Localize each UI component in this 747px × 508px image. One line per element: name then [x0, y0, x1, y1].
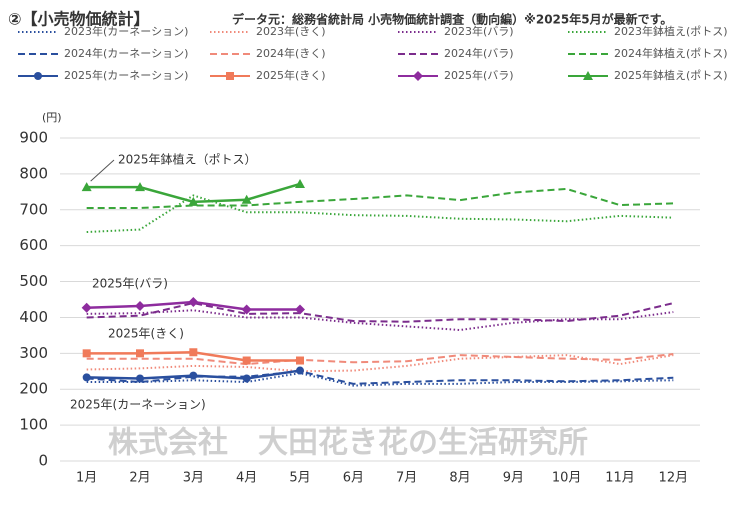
data-point — [189, 371, 198, 380]
data-point — [82, 349, 91, 358]
x-tick-label: 1月 — [76, 471, 97, 486]
data-point — [242, 374, 251, 383]
x-tick-label: 8月 — [449, 471, 470, 486]
chart-title: ②【小売物価統計】 — [8, 10, 150, 29]
legend-marker — [226, 72, 234, 80]
data-point — [82, 373, 91, 382]
y-tick-label: 0 — [38, 452, 48, 470]
x-tick-label: 2月 — [129, 471, 150, 486]
legend-label: 2024年鉢植え(ポトス) — [614, 46, 728, 60]
annotation: 2025年(カーネーション) — [70, 398, 206, 412]
data-point — [189, 348, 198, 357]
x-tick-label: 3月 — [183, 471, 204, 486]
y-tick-label: 100 — [19, 416, 48, 434]
x-tick-label: 4月 — [236, 471, 257, 486]
data-point — [296, 356, 304, 365]
legend-label: 2023年鉢植え(ポトス) — [614, 24, 728, 38]
legend-label: 2023年(カーネーション) — [64, 24, 188, 38]
y-tick-label: 300 — [19, 344, 48, 362]
data-point — [295, 304, 305, 315]
x-tick-label: 9月 — [503, 471, 524, 486]
data-point — [295, 178, 305, 188]
data-point — [241, 194, 252, 204]
legend-label: 2023年(きく) — [256, 24, 326, 38]
data-point — [81, 182, 92, 192]
data-point — [135, 300, 145, 311]
y-axis-label: (円) — [42, 111, 62, 124]
x-tick-label: 12月 — [659, 471, 689, 486]
x-tick-label: 11月 — [605, 471, 635, 486]
data-point — [242, 356, 251, 365]
chart-subtitle: データ元：総務省統計局 小売物価統計調査（動向編）※2025年5月が最新です。 — [232, 12, 672, 27]
x-tick-label: 6月 — [343, 471, 364, 486]
legend-label: 2024年(きく) — [256, 46, 326, 60]
legend-label: 2025年鉢植え(ポトス) — [614, 68, 728, 82]
data-point — [136, 374, 144, 383]
legend-label: 2023年(バラ) — [444, 24, 514, 38]
y-tick-label: 800 — [19, 164, 48, 182]
data-point — [136, 349, 144, 358]
y-tick-label: 600 — [19, 236, 48, 254]
y-tick-label: 700 — [19, 200, 48, 218]
data-point — [81, 302, 92, 313]
annotation: 2025年(きく) — [108, 327, 184, 341]
y-tick-label: 400 — [19, 308, 48, 326]
data-point — [296, 366, 304, 375]
legend-label: 2024年(バラ) — [444, 46, 514, 60]
legend-marker — [413, 71, 423, 81]
data-point — [188, 196, 199, 206]
annotation-leader — [90, 159, 115, 182]
legend-label: 2025年(バラ) — [444, 68, 514, 82]
y-tick-label: 200 — [19, 380, 48, 398]
legend-marker — [583, 71, 593, 80]
data-point — [188, 297, 199, 308]
data-point — [135, 182, 145, 192]
y-tick-label: 500 — [19, 272, 48, 290]
series-line — [86, 187, 674, 209]
x-tick-label: 10月 — [552, 471, 582, 486]
annotation: 2025年鉢植え（ポトス） — [118, 152, 257, 167]
y-tick-label: 900 — [19, 129, 48, 147]
legend-label: 2025年(きく) — [256, 68, 326, 82]
watermark: 株式会社 大田花き花の生活研究所 — [108, 426, 588, 461]
series-line — [86, 302, 674, 323]
legend-marker — [34, 72, 42, 80]
annotation: 2025年(バラ) — [92, 277, 168, 291]
x-tick-label: 7月 — [396, 471, 417, 486]
legend-label: 2025年(カーネーション) — [64, 68, 188, 82]
legend-label: 2024年(カーネーション) — [64, 46, 188, 60]
data-point — [241, 304, 252, 315]
x-tick-label: 5月 — [289, 471, 310, 486]
series-line — [86, 353, 674, 366]
